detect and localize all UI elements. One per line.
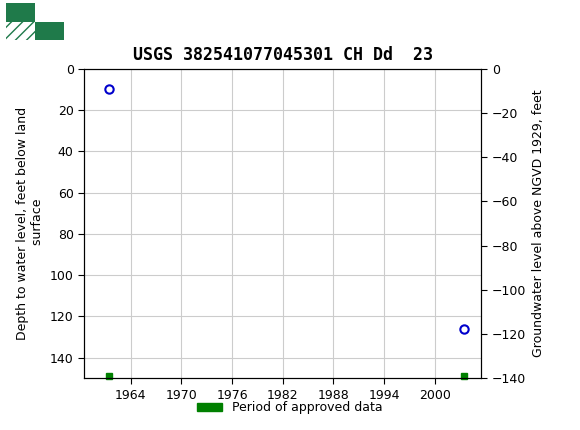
Bar [6, 3, 64, 40]
Text: USGS: USGS [75, 12, 135, 31]
Bar [35, 22, 64, 40]
Y-axis label: Groundwater level above NGVD 1929, feet: Groundwater level above NGVD 1929, feet [532, 90, 545, 357]
Bar [6, 3, 35, 22]
Legend: Period of approved data: Period of approved data [192, 396, 388, 419]
Title: USGS 382541077045301 CH Dd  23: USGS 382541077045301 CH Dd 23 [133, 46, 433, 64]
Y-axis label: Depth to water level, feet below land
 surface: Depth to water level, feet below land su… [16, 107, 44, 340]
Bar [6, 22, 35, 40]
